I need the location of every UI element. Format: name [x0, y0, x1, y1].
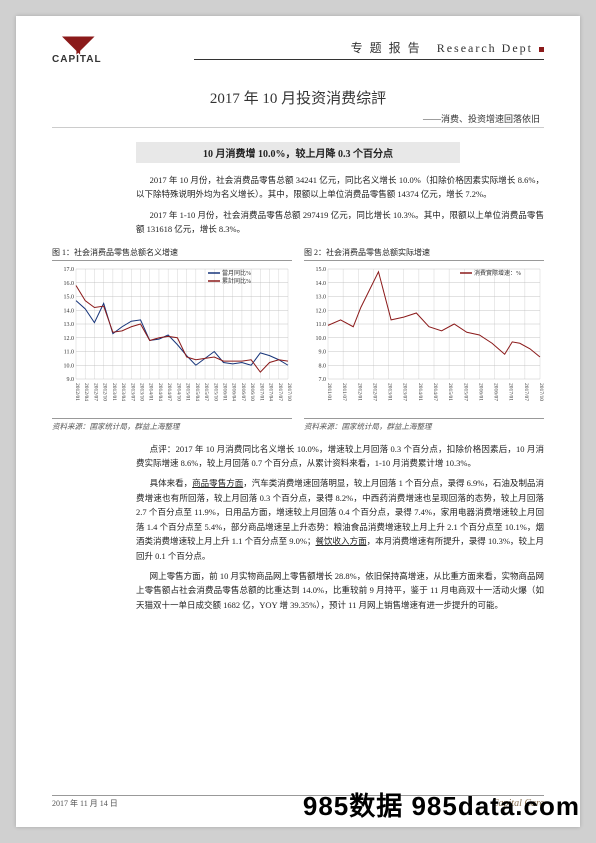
svg-text:13.0: 13.0 [64, 322, 75, 328]
svg-text:2015/04: 2015/04 [194, 383, 200, 401]
svg-text:2013/01: 2013/01 [387, 383, 393, 401]
svg-text:8.0: 8.0 [319, 363, 327, 369]
svg-text:2014/01: 2014/01 [417, 383, 423, 401]
svg-text:2017/07: 2017/07 [523, 383, 529, 401]
svg-text:2016/07: 2016/07 [493, 383, 499, 401]
svg-text:14.0: 14.0 [64, 308, 75, 314]
svg-text:9.0: 9.0 [319, 349, 327, 355]
svg-text:2017/07: 2017/07 [277, 383, 283, 401]
svg-text:2017/01: 2017/01 [508, 383, 514, 401]
chart1-source: 资料来源：国家统计局，群益上海整理 [52, 418, 292, 432]
chart2-cell: 图 2：社会消费品零售总额实际增速 7.0 8.0 9.0 10.0 11.0 12.0 1… [304, 247, 544, 432]
svg-text:2016/10: 2016/10 [249, 383, 255, 401]
svg-text:11.0: 11.0 [316, 322, 326, 328]
svg-text:2012/07: 2012/07 [371, 383, 377, 401]
svg-text:2014/07: 2014/07 [432, 383, 438, 401]
svg-text:12.0: 12.0 [64, 335, 75, 341]
svg-text:10.0: 10.0 [64, 363, 75, 369]
svg-text:10.0: 10.0 [316, 335, 327, 341]
chart1-caption: 图 1：社会消费品零售总额名义增速 [52, 247, 292, 258]
svg-text:2014/01: 2014/01 [148, 383, 154, 401]
subtitle: ——消费、投资增速回落依旧 [52, 112, 540, 125]
svg-text:2015/01: 2015/01 [185, 383, 191, 401]
svg-text:2016/01: 2016/01 [477, 383, 483, 401]
page-header: ◥◤ CAPITAL 专 题 报 告 Research Dept [16, 16, 580, 65]
chart1-svg: 9.0 10.0 11.0 12.0 13.0 14.0 15.0 16.0 17.0 2012/… [52, 260, 292, 411]
para4: 具体来看，商品零售方面，汽车类消费增速回落明显，较上月回落 1 个百分点，录得 … [136, 476, 544, 563]
svg-text:2013/10: 2013/10 [139, 383, 145, 401]
svg-text:2012/10: 2012/10 [102, 383, 108, 401]
svg-text:2012/01: 2012/01 [74, 383, 80, 401]
chart2-caption: 图 2：社会消费品零售总额实际增速 [304, 247, 544, 258]
svg-text:2014/04: 2014/04 [157, 383, 163, 401]
intro-text: 2017 年 10 月份，社会消费品零售总额 34241 亿元，同比名义增长 1… [136, 173, 544, 237]
svg-text:2013/07: 2013/07 [129, 383, 135, 401]
svg-text:2013/07: 2013/07 [402, 383, 408, 401]
svg-text:消費實際增速：%: 消費實際增速：% [474, 269, 521, 277]
svg-text:7.0: 7.0 [319, 377, 327, 383]
svg-text:11.0: 11.0 [64, 349, 74, 355]
svg-text:2017/10: 2017/10 [538, 383, 544, 401]
svg-text:2015/07: 2015/07 [203, 383, 209, 401]
svg-text:2012/07: 2012/07 [92, 383, 98, 401]
svg-text:2016/04: 2016/04 [231, 383, 237, 401]
svg-text:當月同比%: 當月同比% [222, 269, 251, 277]
header-dot [539, 47, 544, 52]
logo-icon: ◥◤ [63, 34, 91, 54]
charts-row: 图 1：社会消费品零售总额名义增速 9.0 10.0 11.0 12.0 13.0 14.… [52, 247, 544, 432]
svg-text:2015/01: 2015/01 [447, 383, 453, 401]
chart2-svg: 7.0 8.0 9.0 10.0 11.0 12.0 13.0 14.0 15.0 2011/01… [304, 260, 544, 411]
page-title: 2017 年 10 月投资消费综評 [52, 87, 544, 108]
svg-text:15.0: 15.0 [316, 267, 327, 273]
header-right: 专 题 报 告 Research Dept [194, 39, 544, 60]
svg-text:2017/01: 2017/01 [258, 383, 264, 401]
svg-text:2013/04: 2013/04 [120, 383, 126, 401]
svg-text:14.0: 14.0 [316, 280, 327, 286]
svg-text:15.0: 15.0 [64, 294, 75, 300]
logo-text: CAPITAL [52, 54, 102, 65]
svg-text:2015/10: 2015/10 [212, 383, 218, 401]
svg-text:2016/01: 2016/01 [221, 383, 227, 401]
chart1-cell: 图 1：社会消费品零售总额名义增速 9.0 10.0 11.0 12.0 13.0 14.… [52, 247, 292, 432]
para3: 点评：2017 年 10 月消费同比名义增长 10.0%，增速较上月回落 0.3… [136, 442, 544, 471]
svg-text:2013/01: 2013/01 [111, 383, 117, 401]
svg-text:2015/07: 2015/07 [462, 383, 468, 401]
svg-text:2014/10: 2014/10 [175, 383, 181, 401]
header-cn: 专 题 报 告 [351, 41, 422, 55]
svg-text:2011/07: 2011/07 [341, 383, 347, 401]
chart2-source: 资料来源：国家统计局，群益上海整理 [304, 418, 544, 432]
svg-text:2014/07: 2014/07 [166, 383, 172, 401]
title-block: 2017 年 10 月投资消费综評 ——消费、投资增速回落依旧 [52, 87, 544, 128]
svg-text:2012/01: 2012/01 [356, 383, 362, 401]
para2: 2017 年 1-10 月份，社会消费品零售总额 297419 亿元，同比增长 … [136, 208, 544, 237]
svg-text:2012/04: 2012/04 [83, 383, 89, 401]
analysis-text: 点评：2017 年 10 月消费同比名义增长 10.0%，增速较上月回落 0.3… [136, 442, 544, 613]
svg-text:2017/04: 2017/04 [268, 383, 274, 401]
footer-date: 2017 年 11 月 14 日 [52, 798, 118, 809]
logo: ◥◤ CAPITAL [52, 34, 102, 65]
svg-text:2011/01: 2011/01 [326, 383, 332, 401]
para1: 2017 年 10 月份，社会消费品零售总额 34241 亿元，同比名义增长 1… [136, 173, 544, 202]
svg-text:9.0: 9.0 [67, 377, 75, 383]
svg-text:2017/10: 2017/10 [286, 383, 292, 401]
svg-text:17.0: 17.0 [64, 267, 75, 273]
para5: 网上零售方面，前 10 月实物商品网上零售额增长 28.8%，依旧保持高增速，从… [136, 569, 544, 612]
header-en: Research Dept [437, 41, 533, 55]
section-heading: 10 月消费增 10.0%，较上月降 0.3 个百分点 [136, 142, 460, 163]
watermark: 985数据 985data.com [303, 786, 580, 823]
svg-text:12.0: 12.0 [316, 308, 327, 314]
svg-text:16.0: 16.0 [64, 280, 75, 286]
svg-text:13.0: 13.0 [316, 294, 327, 300]
svg-text:累計同比%: 累計同比% [222, 277, 251, 285]
svg-text:2016/07: 2016/07 [240, 383, 246, 401]
